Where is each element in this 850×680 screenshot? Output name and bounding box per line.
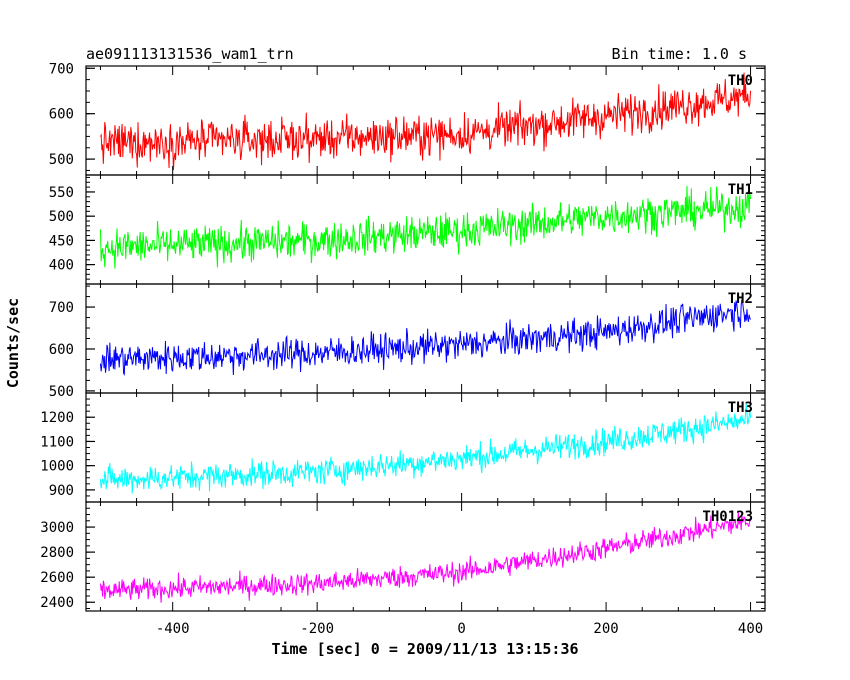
panel-label-th1: TH1 [728, 182, 753, 198]
x-tick-label: 0 [457, 621, 465, 637]
panel-frame [85, 174, 766, 285]
panel-frame [85, 392, 766, 503]
panel-th1: 400 450 500 550 TH1 [49, 174, 766, 285]
y-tick-label: 3000 [40, 520, 74, 536]
series-line-th3 [99, 403, 752, 494]
x-tick-label: 400 [738, 621, 763, 637]
y-tick-label: 2800 [40, 545, 74, 561]
panel-th2: 500 600 700 TH2 [49, 283, 766, 400]
y-tick-label: 500 [49, 209, 74, 225]
y-tick-label: 500 [49, 152, 74, 168]
y-tick-label: 1100 [40, 434, 74, 450]
panel-label-th0: TH0 [728, 73, 753, 89]
series-line-th0 [100, 72, 752, 171]
panels-group: 500 600 700 TH0 400 450 500 550 TH1 500 600 700 TH2 9… [40, 61, 766, 612]
y-tick-label: 1200 [40, 410, 74, 426]
y-tick-label: 500 [49, 384, 74, 400]
panel-frame [85, 65, 766, 176]
x-tick-label: 200 [593, 621, 618, 637]
x-tick-label: -200 [300, 621, 334, 637]
y-tick-label: 900 [49, 483, 74, 499]
panel-th0123: 2400 2600 2800 3000 TH0123 [40, 501, 766, 612]
bin-time-label: Bin time: 1.0 s [612, 45, 747, 63]
panel-th3: 900 1000 1100 1200 TH3 [40, 392, 766, 503]
panel-label-th0123: TH0123 [702, 509, 753, 525]
x-axis-title: Time [sec] 0 = 2009/11/13 13:15:36 [271, 640, 578, 658]
y-tick-label: 700 [49, 300, 74, 316]
y-tick-label: 2400 [40, 595, 74, 611]
y-tick-label: 2600 [40, 570, 74, 586]
panel-frame [85, 501, 766, 612]
panel-label-th2: TH2 [728, 291, 753, 307]
x-tick-label: -400 [156, 621, 190, 637]
y-tick-label: 450 [49, 233, 74, 249]
y-tick-label: 600 [49, 342, 74, 358]
y-tick-label: 550 [49, 185, 74, 201]
panel-label-th3: TH3 [728, 400, 753, 416]
y-tick-label: 1000 [40, 459, 74, 475]
y-axis-title: Counts/sec [4, 298, 22, 388]
x-axis-tick-labels: -400 -200 0 200 400 [156, 621, 763, 637]
panel-th0: 500 600 700 TH0 [49, 61, 766, 176]
y-tick-label: 700 [49, 61, 74, 77]
panel-frame [85, 283, 766, 394]
y-tick-label: 400 [49, 258, 74, 274]
observation-id-title: ae091113131536_wam1_trn [86, 45, 294, 63]
series-line-th1 [99, 185, 752, 269]
y-tick-label: 600 [49, 107, 74, 123]
series-line-th2 [99, 299, 751, 377]
series-line-th0123 [99, 511, 752, 603]
